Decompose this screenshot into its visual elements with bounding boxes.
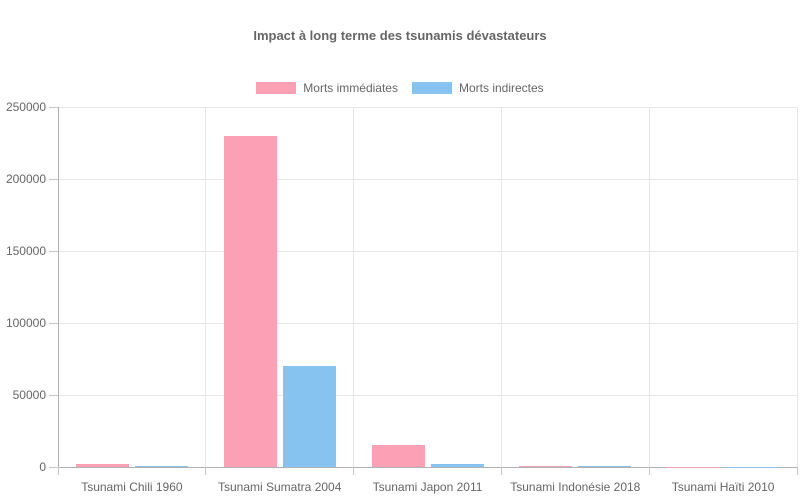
y-axis-line xyxy=(57,107,59,467)
x-tick-label: Tsunami Japon 2011 xyxy=(372,480,483,494)
y-axis-tick xyxy=(49,322,58,324)
x-axis-tick xyxy=(796,467,798,475)
y-axis-tick xyxy=(49,178,58,180)
h-gridline xyxy=(58,322,797,324)
v-gridline xyxy=(353,107,355,467)
legend-label-morts-indirectes: Morts indirectes xyxy=(458,81,544,95)
chart-title: Impact à long terme des tsunamis dévasta… xyxy=(253,28,547,43)
legend-item-morts-immediates[interactable]: Morts immédiates xyxy=(256,82,398,94)
bar-morts-immediates-tsunami-indonesie-2018[interactable] xyxy=(519,466,573,467)
x-axis-tick xyxy=(648,467,650,475)
x-axis-line xyxy=(58,466,797,468)
x-axis-tick xyxy=(500,467,502,475)
legend-swatch-pink-icon xyxy=(256,82,297,94)
chart-legend: Morts immédiates Morts indirectes xyxy=(0,82,800,94)
y-axis-tick xyxy=(49,394,58,396)
y-tick-label: 0 xyxy=(39,460,46,474)
x-tick-label: Tsunami Indonésie 2018 xyxy=(510,480,641,494)
legend-swatch-blue-icon xyxy=(411,82,452,94)
legend-label-morts-immediates: Morts immédiates xyxy=(303,81,398,95)
bar-morts-immediates-tsunami-sumatra-2004[interactable] xyxy=(223,135,277,467)
bar-morts-immediates-tsunami-japon-2011[interactable] xyxy=(371,445,425,467)
h-gridline xyxy=(58,106,797,108)
y-tick-label: 250000 xyxy=(5,100,46,114)
v-gridline xyxy=(500,107,502,467)
x-tick-label: Tsunami Sumatra 2004 xyxy=(217,480,342,494)
legend-item-morts-indirectes[interactable]: Morts indirectes xyxy=(411,81,544,95)
x-axis-tick xyxy=(205,467,207,475)
x-axis-tick xyxy=(353,467,355,475)
bar-morts-indirectes-tsunami-sumatra-2004[interactable] xyxy=(282,366,336,467)
y-tick-label: 150000 xyxy=(5,244,46,258)
y-axis-tick xyxy=(49,466,58,468)
y-tick-label: 100000 xyxy=(5,316,46,330)
y-tick-label: 200000 xyxy=(5,172,46,186)
y-axis-tick xyxy=(49,106,58,108)
bar-morts-indirectes-tsunami-japon-2011[interactable] xyxy=(430,464,484,467)
v-gridline xyxy=(796,107,798,467)
h-gridline xyxy=(58,250,797,252)
h-gridline xyxy=(58,394,797,396)
bar-morts-indirectes-tsunami-indonesie-2018[interactable] xyxy=(578,466,632,467)
y-axis-tick xyxy=(49,250,58,252)
x-tick-label: Tsunami Chili 1960 xyxy=(81,480,183,494)
v-gridline xyxy=(648,107,650,467)
bar-morts-indirectes-tsunami-chili-1960[interactable] xyxy=(134,465,188,467)
x-axis-tick xyxy=(57,467,59,475)
bar-morts-immediates-tsunami-chili-1960[interactable] xyxy=(75,464,129,467)
x-tick-label: Tsunami Haïti 2010 xyxy=(671,480,775,494)
v-gridline xyxy=(205,107,207,467)
h-gridline xyxy=(58,178,797,180)
y-tick-label: 50000 xyxy=(12,388,46,402)
